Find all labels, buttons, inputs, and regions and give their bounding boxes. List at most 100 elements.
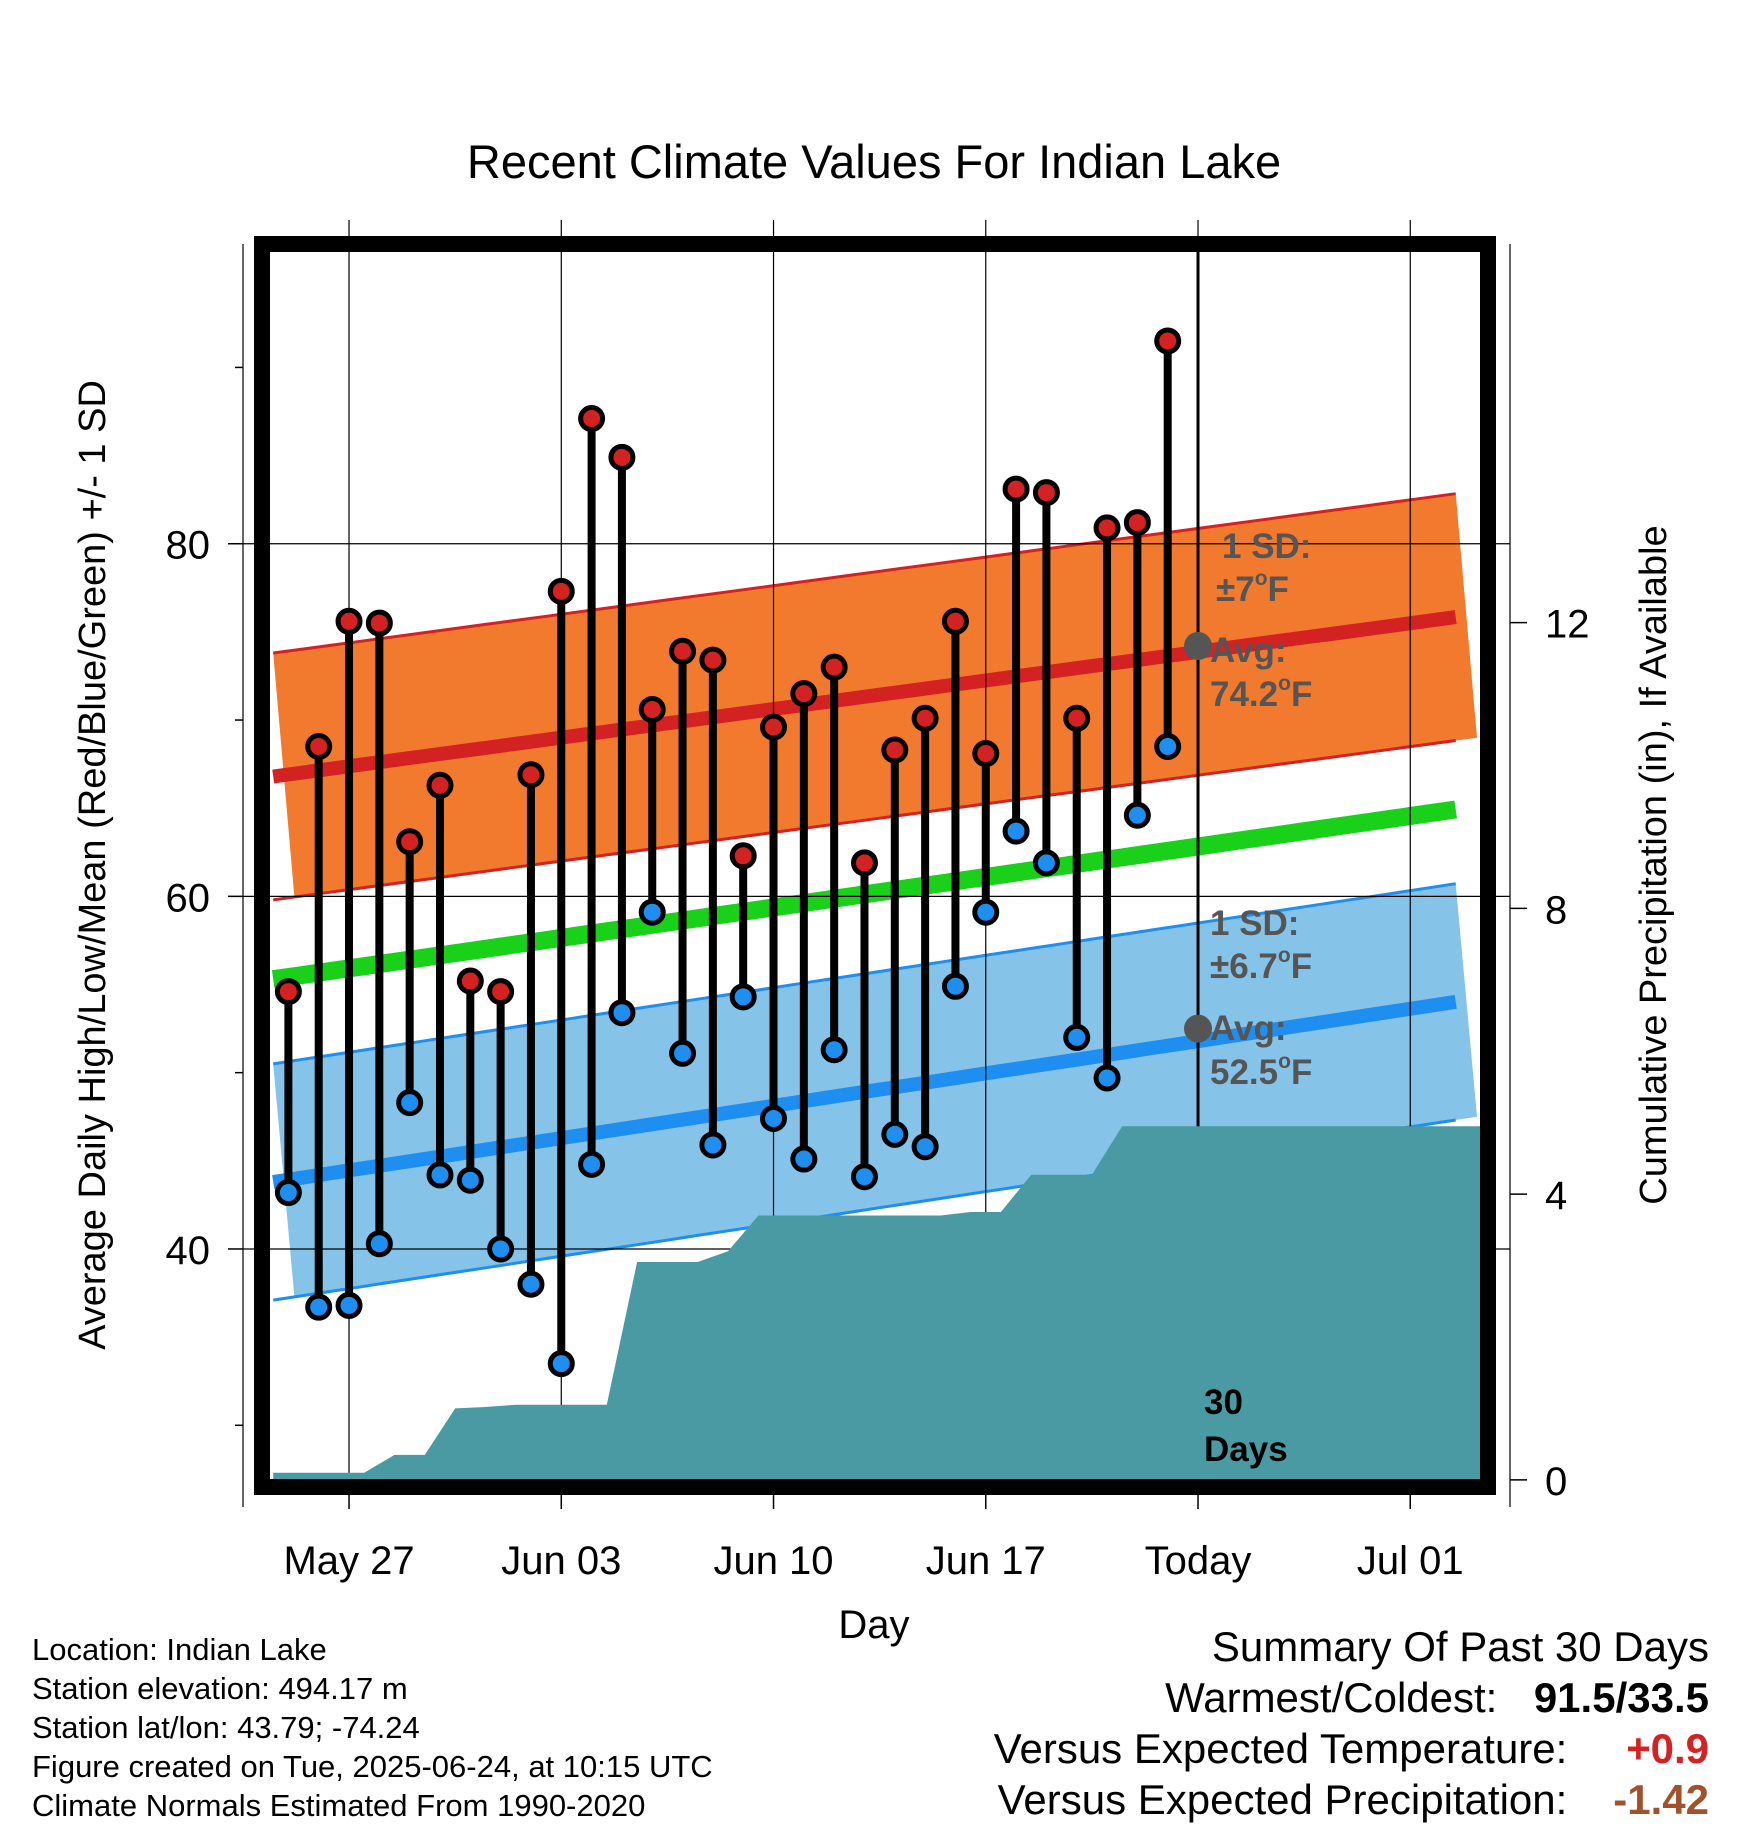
high-avg-label: Avg: xyxy=(1210,631,1286,670)
high-point-21 xyxy=(911,704,939,732)
high-avg-value: 74.2oF xyxy=(1210,672,1312,714)
high-point-9 xyxy=(547,577,575,605)
high-point-12 xyxy=(638,695,666,723)
low-avg-label: Avg: xyxy=(1210,1009,1286,1048)
x-tick-label-2: Jun 10 xyxy=(713,1539,833,1583)
low-point-14 xyxy=(699,1131,727,1159)
low-point-16 xyxy=(760,1105,788,1133)
high-point-5 xyxy=(426,771,454,799)
high-sd-upper-edge xyxy=(273,492,1456,655)
high-point-29 xyxy=(1154,327,1182,355)
low-avg-value: 52.5oF xyxy=(1210,1050,1312,1092)
summary-warmest-row: Warmest/Coldest: 91.5/33.5 xyxy=(994,1672,1709,1723)
daily-range-stems xyxy=(284,340,1172,1364)
high-point-18 xyxy=(820,653,848,681)
low-sd-label: 1 SD: xyxy=(1210,904,1299,943)
x-tick-label-4: Today xyxy=(1145,1539,1252,1583)
high-point-25 xyxy=(1032,479,1060,507)
high-point-13 xyxy=(669,637,697,665)
high-point-3 xyxy=(365,609,393,637)
high-point-10 xyxy=(578,405,606,433)
low-point-23 xyxy=(972,898,1000,926)
high-point-0 xyxy=(274,978,302,1006)
station-info: Location: Indian Lake Station elevation:… xyxy=(32,1630,713,1825)
y-axis-title-right: Cumulative Precipitation (in), If Availa… xyxy=(1633,525,1675,1204)
low-point-3 xyxy=(365,1230,393,1258)
low-point-5 xyxy=(426,1161,454,1189)
avg-high-marker xyxy=(1184,631,1213,660)
precip-anomaly-value: -1.42 xyxy=(1613,1776,1709,1823)
station-latlon: Station lat/lon: 43.79; -74.24 xyxy=(32,1710,420,1745)
low-point-13 xyxy=(669,1039,697,1067)
low-point-12 xyxy=(638,898,666,926)
high-point-1 xyxy=(305,732,333,760)
high-point-22 xyxy=(941,607,969,635)
y-axis-title-left: Average Daily High/Low/Mean (Red/Blue/Gr… xyxy=(72,380,114,1350)
low-point-26 xyxy=(1063,1023,1091,1051)
low-point-4 xyxy=(396,1089,424,1117)
low-point-1 xyxy=(305,1293,333,1321)
high-point-4 xyxy=(396,828,424,856)
high-point-15 xyxy=(729,842,757,870)
low-point-2 xyxy=(335,1291,363,1319)
high-point-20 xyxy=(881,736,909,764)
summary-panel: Summary Of Past 30 Days Warmest/Coldest:… xyxy=(994,1621,1709,1825)
high-point-17 xyxy=(790,680,818,708)
low-point-18 xyxy=(820,1036,848,1064)
low-point-21 xyxy=(911,1133,939,1161)
plot-frame xyxy=(254,236,1496,1495)
y-left-tick-label-0: 40 xyxy=(166,1229,211,1273)
high-point-2 xyxy=(335,607,363,635)
high-sd-label: 1 SD: xyxy=(1222,527,1311,566)
high-point-14 xyxy=(699,646,727,674)
low-point-28 xyxy=(1123,801,1151,829)
high-point-26 xyxy=(1063,704,1091,732)
high-point-19 xyxy=(850,849,878,877)
window-count-label: 30 xyxy=(1204,1383,1243,1422)
temp-anomaly-label: Versus Expected Temperature: xyxy=(993,1725,1568,1772)
precip-anomaly-label: Versus Expected Precipitation: xyxy=(997,1776,1568,1823)
x-tick-label-5: Jul 01 xyxy=(1357,1539,1464,1583)
temp-anomaly-value: +0.9 xyxy=(1626,1725,1709,1772)
low-point-7 xyxy=(487,1235,515,1263)
normal-high-line xyxy=(272,610,1457,784)
low-point-9 xyxy=(547,1350,575,1378)
high-point-11 xyxy=(608,443,636,471)
high-sd-lower-edge xyxy=(272,739,1456,902)
low-point-19 xyxy=(850,1163,878,1191)
high-point-7 xyxy=(487,978,515,1006)
low-point-29 xyxy=(1154,732,1182,760)
high-point-6 xyxy=(456,967,484,995)
low-point-25 xyxy=(1032,849,1060,877)
y-right-tick-label-2: 8 xyxy=(1545,888,1567,932)
high-point-8 xyxy=(517,761,545,789)
y-right-tick-label-3: 12 xyxy=(1545,603,1590,647)
low-point-22 xyxy=(941,972,969,1000)
station-location: Location: Indian Lake xyxy=(32,1632,327,1667)
high-sd-value: ±7oF xyxy=(1216,567,1289,609)
y-right-tick-label-0: 0 xyxy=(1545,1460,1567,1504)
low-point-0 xyxy=(274,1179,302,1207)
x-tick-label-0: May 27 xyxy=(283,1539,414,1583)
warmest-label: Warmest/Coldest: xyxy=(1165,1674,1498,1721)
station-elevation: Station elevation: 494.17 m xyxy=(32,1671,408,1706)
precip-area-fill xyxy=(273,1126,1481,1480)
window-days-label: Days xyxy=(1204,1430,1288,1469)
low-point-15 xyxy=(729,983,757,1011)
figure-created: Figure created on Tue, 2025-06-24, at 10… xyxy=(32,1749,713,1784)
low-point-8 xyxy=(517,1270,545,1298)
summary-temp-row: Versus Expected Temperature: +0.9 xyxy=(994,1723,1709,1774)
chart-title: Recent Climate Values For Indian Lake xyxy=(467,135,1281,188)
low-point-17 xyxy=(790,1145,818,1173)
x-tick-label-3: Jun 17 xyxy=(926,1539,1046,1583)
x-tick-label-1: Jun 03 xyxy=(501,1539,621,1583)
high-point-23 xyxy=(972,740,1000,768)
high-point-28 xyxy=(1123,509,1151,537)
y-right-tick-label-1: 4 xyxy=(1545,1174,1567,1218)
low-point-27 xyxy=(1093,1064,1121,1092)
y-left-tick-label-2: 80 xyxy=(166,524,211,568)
summary-precip-row: Versus Expected Precipitation: -1.42 xyxy=(994,1774,1709,1825)
low-sd-value: ±6.7oF xyxy=(1210,944,1312,986)
avg-low-marker xyxy=(1184,1014,1213,1043)
